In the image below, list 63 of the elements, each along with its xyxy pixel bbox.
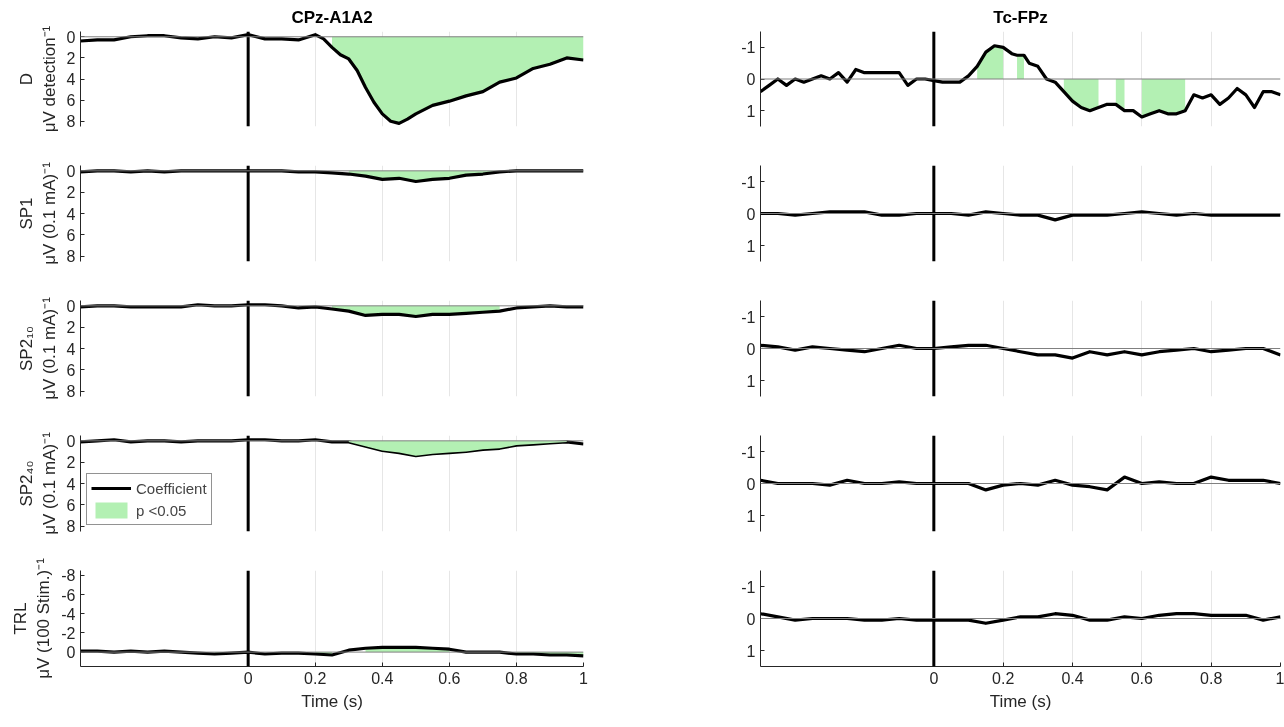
y-tick-label: 0: [66, 644, 76, 662]
y-tick-label: 1: [746, 237, 756, 255]
x-axis-title: Time (s): [989, 691, 1052, 711]
y-tick-label: 0: [746, 340, 756, 358]
x-axis-title: Time (s): [301, 691, 363, 711]
y-tick-label: 0: [66, 162, 76, 180]
x-tick-label: 0: [929, 669, 939, 687]
x-tick-label: 0.6: [438, 669, 461, 687]
y-tick-label: -1: [741, 308, 756, 326]
chart-title: Tc-FPz: [993, 7, 1048, 27]
y-axis-title: SP2₁₀ μV (0.1 mA)⁻¹: [16, 296, 59, 400]
y-tick-label: -1: [741, 443, 756, 461]
y-tick-label: 4: [66, 340, 76, 358]
x-tick-label: 0.4: [1061, 669, 1084, 687]
x-tick-label: 0.6: [1130, 669, 1154, 687]
y-tick-label: -2: [61, 624, 76, 642]
x-tick-label: 0.8: [1200, 669, 1223, 687]
y-tick-label: 8: [66, 518, 76, 536]
y-tick-label: -4: [61, 605, 76, 623]
y-tick-label: 1: [746, 372, 756, 390]
y-tick-label: 8: [66, 383, 76, 401]
x-tick-label: 0.4: [371, 669, 394, 687]
y-tick-label: -1: [741, 173, 756, 191]
y-tick-label: 0: [66, 28, 76, 46]
y-tick-label: 1: [746, 507, 756, 525]
y-tick-label: 1: [746, 642, 756, 660]
y-tick-label: 4: [66, 71, 76, 88]
y-tick-label: 6: [66, 496, 76, 514]
y-tick-label: 2: [66, 319, 76, 337]
y-tick-label: 6: [66, 226, 76, 244]
y-tick-label: 4: [66, 475, 76, 493]
x-tick-label: 1: [1275, 669, 1284, 687]
y-tick-label: 8: [66, 113, 76, 131]
y-axis-title: SP2₄₀ μV (0.1 mA)⁻¹: [16, 431, 59, 535]
y-tick-label: 0: [746, 71, 756, 88]
y-tick-label: 1: [746, 102, 756, 120]
y-tick-label: -8: [61, 567, 76, 585]
y-tick-label: 2: [66, 184, 76, 202]
x-tick-label: 0.2: [304, 669, 327, 687]
legend-label: Coefficient: [136, 479, 207, 497]
y-tick-label: -1: [741, 578, 756, 596]
y-tick-label: 6: [66, 361, 76, 379]
y-tick-label: 2: [66, 49, 76, 67]
y-axis-title: SP1 μV (0.1 mA)⁻¹: [16, 161, 59, 265]
x-tick-label: 0.2: [992, 669, 1015, 687]
y-tick-label: 0: [746, 610, 756, 628]
y-tick-label: 8: [66, 248, 76, 266]
y-tick-label: 4: [66, 205, 76, 223]
y-tick-label: 2: [66, 454, 76, 472]
y-tick-label: 6: [66, 92, 76, 110]
x-tick-label: 1: [579, 669, 589, 687]
y-tick-label: -1: [741, 39, 756, 57]
x-tick-label: 0: [243, 669, 253, 687]
y-tick-label: 0: [746, 205, 756, 223]
y-axis-title: D μV detection⁻¹: [16, 25, 59, 133]
y-axis-title: TRL μV (100 Stim.)⁻¹: [11, 557, 54, 679]
legend-label: p <0.05: [136, 501, 187, 519]
y-tick-label: -6: [61, 586, 76, 604]
x-tick-label: 0.8: [505, 669, 528, 687]
chart-title: CPz-A1A2: [291, 7, 373, 27]
y-tick-label: 0: [66, 297, 76, 315]
y-tick-label: 0: [66, 432, 76, 450]
y-tick-label: 0: [746, 475, 756, 493]
